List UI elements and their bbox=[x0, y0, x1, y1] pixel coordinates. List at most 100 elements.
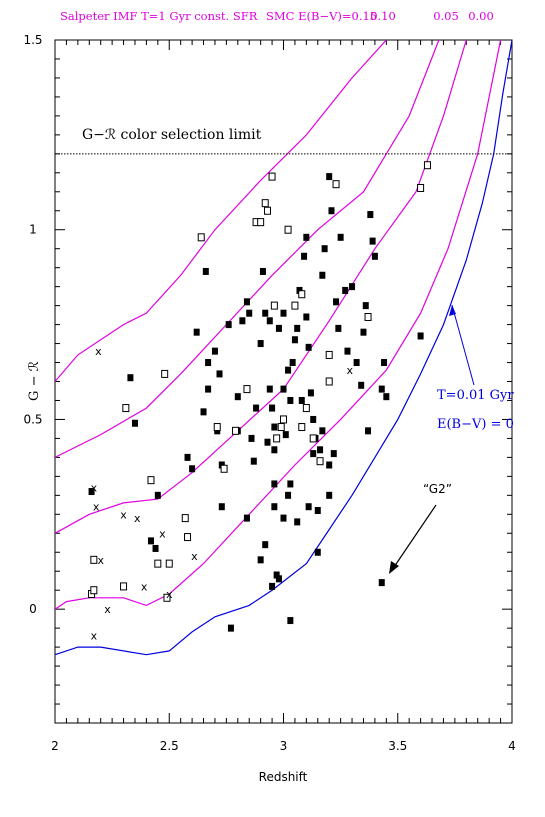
open-square-point bbox=[163, 593, 171, 602]
filled-square-point bbox=[369, 237, 376, 245]
open-square-point bbox=[291, 301, 299, 310]
filled-square-point bbox=[227, 624, 234, 632]
young-track-age-label: T=0.01 Gyr bbox=[437, 388, 514, 403]
filled-square-point bbox=[314, 507, 321, 515]
filled-square-point bbox=[147, 537, 154, 545]
open-square-point bbox=[316, 457, 324, 466]
open-square-point bbox=[161, 369, 169, 378]
filled-square-point bbox=[275, 575, 282, 583]
filled-square-point bbox=[321, 245, 328, 253]
open-square-point bbox=[261, 199, 269, 208]
filled-square-point bbox=[271, 503, 278, 511]
model-track-blue bbox=[54, 39, 513, 656]
x-axis-label: Redshift bbox=[259, 770, 308, 784]
filled-square-point bbox=[202, 267, 209, 275]
open-square-point bbox=[423, 161, 431, 170]
filled-square-point bbox=[317, 446, 324, 454]
filled-square-point bbox=[189, 465, 196, 473]
model-tracks bbox=[54, 39, 513, 656]
filled-square-point bbox=[184, 453, 191, 461]
y-tick-label: 1 bbox=[29, 223, 37, 237]
filled-square-point bbox=[305, 503, 312, 511]
x-tick-label: 3.5 bbox=[388, 739, 407, 753]
filled-square-point bbox=[246, 309, 253, 317]
filled-square-point bbox=[358, 381, 365, 389]
open-square-point bbox=[213, 423, 221, 432]
cross-point: x bbox=[120, 508, 127, 521]
open-square-point bbox=[284, 225, 292, 234]
y-tick-label: 0 bbox=[29, 602, 37, 616]
open-square-point bbox=[417, 183, 425, 192]
cross-point: x bbox=[191, 550, 198, 563]
open-square-point bbox=[257, 218, 265, 227]
filled-square-point bbox=[294, 518, 301, 526]
filled-square-point bbox=[280, 309, 287, 317]
filled-square-point bbox=[303, 313, 310, 321]
filled-square-point bbox=[205, 359, 212, 367]
filled-square-point bbox=[225, 321, 232, 329]
filled-square-point bbox=[282, 431, 289, 439]
open-square-point bbox=[243, 385, 251, 394]
cross-point: x bbox=[97, 554, 104, 567]
filled-square-point bbox=[326, 491, 333, 499]
g2-arrow-line bbox=[391, 504, 437, 571]
model-track-magenta-0 bbox=[54, 39, 387, 382]
open-square-point bbox=[122, 404, 130, 413]
open-square-point bbox=[309, 434, 317, 443]
filled-square-point bbox=[365, 427, 372, 435]
open-square-point bbox=[332, 180, 340, 189]
filled-square-point bbox=[326, 173, 333, 181]
model-track-magenta-3 bbox=[54, 39, 502, 610]
x-tick-label: 2 bbox=[51, 739, 59, 753]
filled-square-point bbox=[360, 328, 367, 336]
filled-square-point bbox=[205, 385, 212, 393]
filled-square-point bbox=[266, 317, 273, 325]
filled-square-point bbox=[287, 396, 294, 404]
header-model-label: Salpeter IMF T=1 Gyr const. SFR bbox=[60, 9, 258, 23]
header-ext-value-0.05: 0.05 bbox=[433, 9, 459, 23]
filled-square-point bbox=[362, 302, 369, 310]
filled-square-point bbox=[314, 548, 321, 556]
filled-square-point bbox=[353, 359, 360, 367]
filled-square-point bbox=[417, 332, 424, 340]
y-tick-label: 0.5 bbox=[23, 412, 42, 426]
filled-square-point bbox=[344, 347, 351, 355]
filled-square-point bbox=[273, 571, 280, 579]
g2-label: “G2” bbox=[423, 482, 452, 496]
open-square-point bbox=[197, 233, 205, 242]
y-tick-label: 1.5 bbox=[23, 33, 42, 47]
filled-square-point bbox=[271, 480, 278, 488]
open-square-point bbox=[302, 404, 310, 413]
open-square-point bbox=[325, 350, 333, 359]
filled-square-point bbox=[287, 617, 294, 625]
filled-square-point bbox=[257, 556, 264, 564]
filled-square-point bbox=[328, 207, 335, 215]
x-tick-label: 2.5 bbox=[160, 739, 179, 753]
open-square-point bbox=[90, 555, 98, 564]
filled-square-point bbox=[266, 385, 273, 393]
filled-square-point bbox=[239, 317, 246, 325]
filled-square-point bbox=[211, 347, 218, 355]
filled-square-point bbox=[280, 514, 287, 522]
filled-square-point bbox=[285, 491, 292, 499]
cross-point: x bbox=[91, 630, 98, 643]
filled-square-point bbox=[291, 336, 298, 344]
filled-square-point bbox=[349, 283, 356, 291]
open-square-point bbox=[90, 586, 98, 595]
filled-square-point bbox=[253, 404, 260, 412]
open-square-point bbox=[270, 301, 278, 310]
cross-point: x bbox=[141, 580, 148, 593]
filled-square-point bbox=[127, 374, 134, 382]
filled-square-point bbox=[269, 582, 276, 590]
open-square-point bbox=[268, 172, 276, 181]
filled-square-point bbox=[289, 359, 296, 367]
filled-square-point bbox=[280, 385, 287, 393]
filled-square-point bbox=[294, 324, 301, 332]
filled-square-point bbox=[152, 544, 159, 552]
filled-square-point bbox=[319, 271, 326, 279]
filled-square-point bbox=[367, 211, 374, 219]
filled-square-point bbox=[243, 298, 250, 306]
model-track-magenta-1 bbox=[54, 39, 440, 458]
filled-square-point bbox=[342, 286, 349, 294]
